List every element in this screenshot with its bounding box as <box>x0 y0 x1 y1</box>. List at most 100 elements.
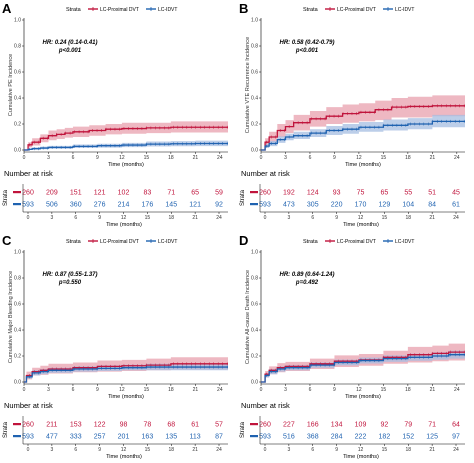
x-tick-label: 21 <box>193 155 199 161</box>
risk-x-tick-label: 15 <box>382 215 388 221</box>
risk-x-tick-label: 12 <box>358 215 364 221</box>
x-axis-label: Time (months) <box>108 162 144 168</box>
risk-count-proximal: 57 <box>215 422 223 429</box>
x-tick-label: 9 <box>96 387 99 393</box>
risk-count-idvt: 368 <box>307 434 319 441</box>
risk-count-proximal: 59 <box>215 190 223 197</box>
risk-count-idvt: 145 <box>165 202 177 209</box>
x-axis-label: Time (months) <box>345 394 381 400</box>
risk-count-idvt: 61 <box>452 202 460 209</box>
x-tick-label: 18 <box>168 155 174 161</box>
risk-table-strata-label: Strata <box>240 189 246 206</box>
risk-count-idvt: 176 <box>142 202 154 209</box>
risk-count-proximal: 93 <box>333 190 341 197</box>
y-tick-label: 0.2 <box>14 122 21 128</box>
series-line-idvt <box>261 120 465 151</box>
x-tick-label: 6 <box>72 387 75 393</box>
panel-letter: C <box>2 233 12 248</box>
risk-table-title: Number at risk <box>4 401 53 410</box>
risk-count-idvt: 97 <box>452 434 460 441</box>
x-tick-label: 0 <box>23 387 26 393</box>
risk-count-proximal: 260 <box>22 190 34 197</box>
risk-count-proximal: 83 <box>143 190 151 197</box>
x-tick-label: 18 <box>405 155 411 161</box>
risk-row-swatch-proximal <box>13 423 21 426</box>
risk-x-tick-label: 15 <box>382 447 388 453</box>
risk-count-proximal: 71 <box>428 422 436 429</box>
y-tick-label: 0.6 <box>251 302 258 308</box>
risk-x-tick-label: 6 <box>311 215 314 221</box>
x-tick-label: 12 <box>119 155 125 161</box>
x-tick-label: 15 <box>381 155 387 161</box>
risk-count-proximal: 260 <box>22 422 34 429</box>
x-tick-label: 0 <box>23 155 26 161</box>
x-tick-label: 3 <box>284 387 287 393</box>
risk-x-axis-label: Time (months) <box>106 222 142 228</box>
risk-count-idvt: 360 <box>70 202 82 209</box>
legend-label-proximal: LC-Proximal DVT <box>337 239 376 245</box>
y-tick-label: 0.0 <box>14 148 21 154</box>
risk-x-tick-label: 21 <box>429 447 435 453</box>
y-tick-label: 0.2 <box>251 354 258 360</box>
risk-count-idvt: 305 <box>307 202 319 209</box>
panel-a: A Strata LC-Proximal DVT LC-IDVT Cumulative … <box>2 1 228 228</box>
risk-x-axis-label: Time (months) <box>343 454 379 460</box>
x-tick-label: 3 <box>47 155 50 161</box>
legend-label-proximal: LC-Proximal DVT <box>337 7 376 13</box>
censor-marks-idvt <box>266 353 465 377</box>
x-tick-label: 24 <box>217 387 223 393</box>
risk-count-idvt: 276 <box>94 202 106 209</box>
risk-table: Number at risk 260 227 166 134 109 92 79 71 64 593… <box>240 401 465 460</box>
x-tick-label: 24 <box>217 155 223 161</box>
x-tick-label: 12 <box>356 155 362 161</box>
risk-count-proximal: 79 <box>404 422 412 429</box>
x-tick-label: 15 <box>144 155 150 161</box>
risk-table-title: Number at risk <box>241 401 290 410</box>
risk-count-proximal: 75 <box>357 190 365 197</box>
x-axis-label: Time (months) <box>108 394 144 400</box>
risk-count-proximal: 55 <box>404 190 412 197</box>
risk-count-proximal: 124 <box>307 190 319 197</box>
risk-x-tick-label: 6 <box>74 447 77 453</box>
legend-label-idvt: LC-IDVT <box>395 7 414 13</box>
y-tick-label: 0.8 <box>14 44 21 50</box>
p-value-label: p=0.550 <box>58 280 82 286</box>
risk-count-idvt: 121 <box>189 202 201 209</box>
x-tick-label: 18 <box>168 387 174 393</box>
risk-count-idvt: 284 <box>331 434 343 441</box>
risk-x-tick-label: 9 <box>98 215 101 221</box>
risk-count-proximal: 98 <box>120 422 128 429</box>
risk-count-proximal: 61 <box>191 422 199 429</box>
risk-count-proximal: 78 <box>143 422 151 429</box>
risk-row-swatch-proximal <box>250 423 258 426</box>
legend: Strata LC-Proximal DVT LC-IDVT <box>303 239 414 245</box>
risk-x-tick-label: 0 <box>264 447 267 453</box>
x-tick-label: 24 <box>454 387 460 393</box>
risk-count-idvt: 201 <box>118 434 130 441</box>
y-tick-label: 0.8 <box>251 44 258 50</box>
risk-x-tick-label: 0 <box>27 447 30 453</box>
x-tick-label: 6 <box>309 155 312 161</box>
y-tick-label: 0.4 <box>251 328 258 334</box>
legend-label-idvt: LC-IDVT <box>395 239 414 245</box>
risk-count-idvt: 163 <box>142 434 154 441</box>
risk-count-proximal: 134 <box>331 422 343 429</box>
risk-count-proximal: 64 <box>452 422 460 429</box>
risk-x-tick-label: 9 <box>335 447 338 453</box>
risk-count-proximal: 153 <box>70 422 82 429</box>
risk-table-strata-label: Strata <box>3 189 9 206</box>
risk-count-idvt: 170 <box>355 202 367 209</box>
panel-d: D Strata LC-Proximal DVT LC-IDVT Cumulative … <box>239 233 465 460</box>
legend-title: Strata <box>303 7 319 13</box>
risk-count-proximal: 260 <box>259 190 271 197</box>
panel-c: C Strata LC-Proximal DVT LC-IDVT Cumulative … <box>2 233 228 460</box>
risk-count-idvt: 182 <box>379 434 391 441</box>
risk-count-idvt: 135 <box>165 434 177 441</box>
risk-x-tick-label: 0 <box>264 215 267 221</box>
y-tick-label: 0.6 <box>14 70 21 76</box>
risk-x-axis-label: Time (months) <box>343 222 379 228</box>
legend-label-idvt: LC-IDVT <box>158 239 177 245</box>
y-tick-label: 0.2 <box>14 354 21 360</box>
y-tick-label: 0.0 <box>251 148 258 154</box>
risk-count-proximal: 151 <box>70 190 82 197</box>
